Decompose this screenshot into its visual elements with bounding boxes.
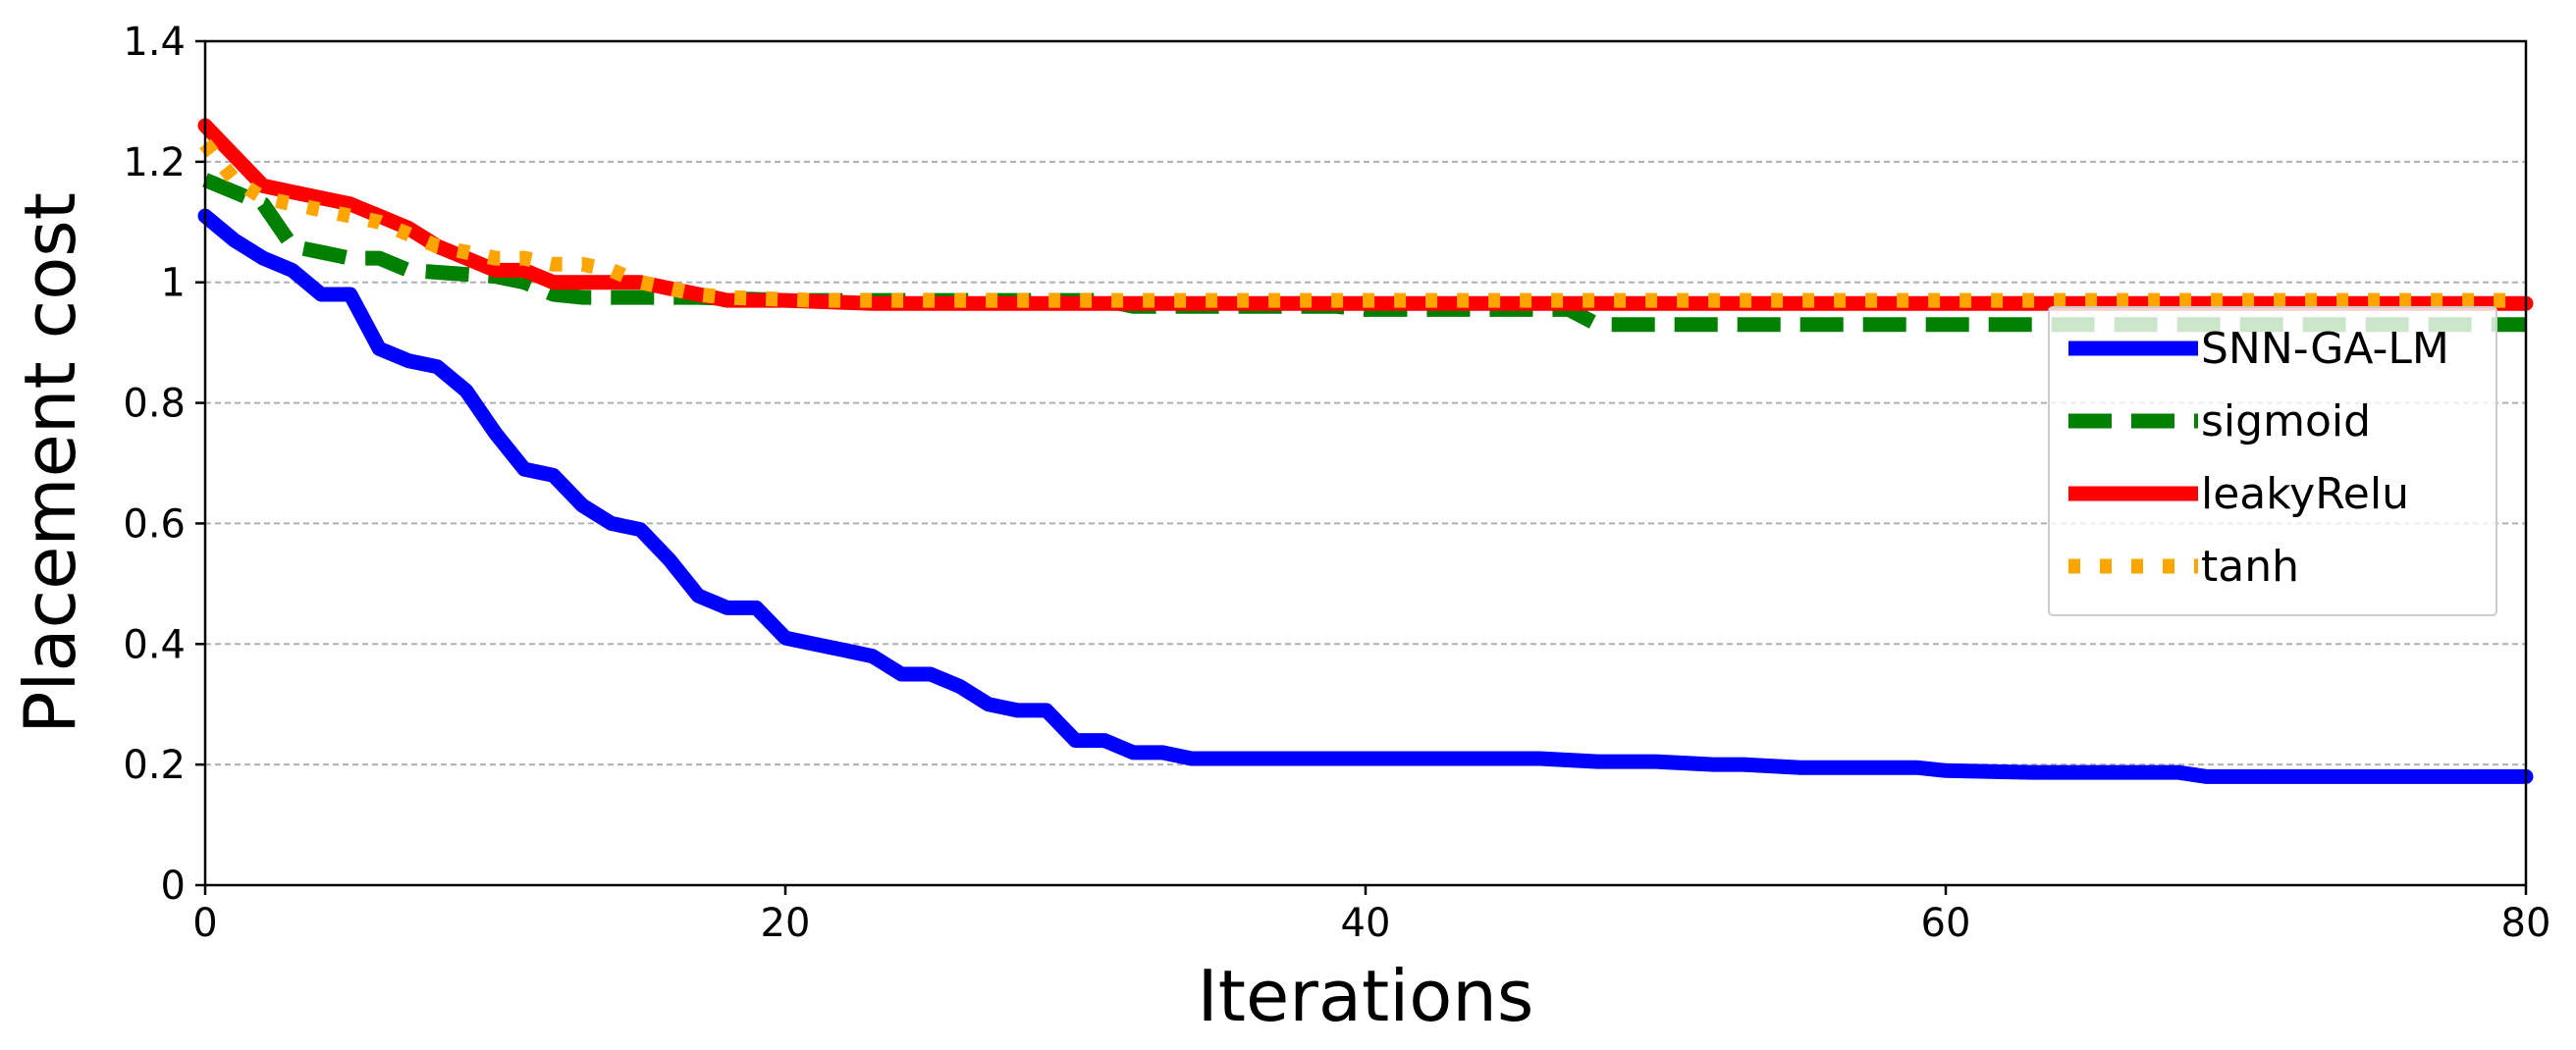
y-axis-label: Placement cost — [9, 192, 91, 734]
y-tick-label: 0.2 — [123, 743, 186, 788]
legend-label: tanh — [2201, 542, 2299, 592]
y-tick-label: 0 — [161, 864, 186, 909]
series-line-tanh — [199, 138, 2526, 308]
y-tick-label: 1.2 — [123, 140, 186, 185]
y-tick-label: 0.6 — [123, 501, 186, 547]
x-axis-label: Iterations — [1198, 955, 1534, 1037]
x-tick-label: 0 — [192, 901, 217, 946]
x-tick-label: 40 — [1341, 901, 1391, 946]
x-tick-label: 20 — [761, 901, 811, 946]
series-line-snn-ga-lm — [197, 208, 2534, 784]
series-group — [197, 118, 2534, 784]
y-tick-label: 0.8 — [123, 382, 186, 427]
legend-label: leakyRelu — [2201, 469, 2409, 519]
axis-ticks: 0 20 40 60 80 0 0.2 0.4 0.6 0.8 1 1.2 1.4 — [123, 20, 2550, 946]
gridlines — [205, 160, 2526, 766]
legend-label: SNN-GA-LM — [2201, 324, 2449, 374]
legend-label: sigmoid — [2201, 396, 2371, 446]
x-tick-label: 80 — [2501, 901, 2551, 946]
y-tick-label: 1.4 — [123, 20, 186, 65]
y-tick-label: 0.4 — [123, 622, 186, 667]
x-tick-label: 60 — [1921, 901, 1971, 946]
y-tick-label: 1 — [161, 261, 186, 306]
series-line-leakyrelu — [197, 118, 2534, 311]
legend: SNN-GA-LM sigmoid leakyRelu tanh — [2048, 306, 2497, 616]
legend-box — [2048, 306, 2497, 616]
series-line-sigmoid — [202, 173, 2526, 333]
